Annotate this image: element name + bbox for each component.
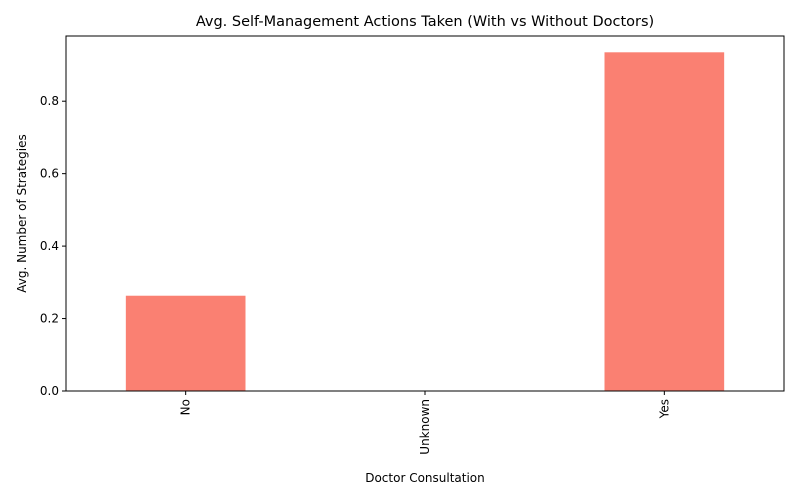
y-tick-label-3: 0.6 bbox=[40, 167, 59, 181]
x-tick-label-yes: Yes bbox=[657, 399, 671, 419]
y-axis-ticks: 0.0 0.2 0.4 0.6 0.8 bbox=[40, 94, 66, 398]
x-tick-label-unknown: Unknown bbox=[418, 399, 432, 455]
plot-frame bbox=[65, 35, 785, 392]
bar-no bbox=[125, 295, 246, 391]
y-axis-label: Avg. Number of Strategies bbox=[15, 134, 29, 293]
bar-yes bbox=[604, 52, 725, 391]
x-tick-label-no: No bbox=[179, 399, 193, 415]
y-tick-label-4: 0.8 bbox=[40, 94, 59, 108]
y-tick-label-0: 0.0 bbox=[40, 384, 59, 398]
chart-title: Avg. Self-Management Actions Taken (With… bbox=[196, 14, 654, 30]
y-tick-label-2: 0.4 bbox=[40, 239, 59, 253]
bars-group bbox=[125, 52, 725, 391]
x-axis-ticks: No Unknown Yes bbox=[179, 391, 671, 455]
x-axis-label: Doctor Consultation bbox=[365, 471, 485, 485]
y-tick-label-1: 0.2 bbox=[40, 312, 59, 326]
